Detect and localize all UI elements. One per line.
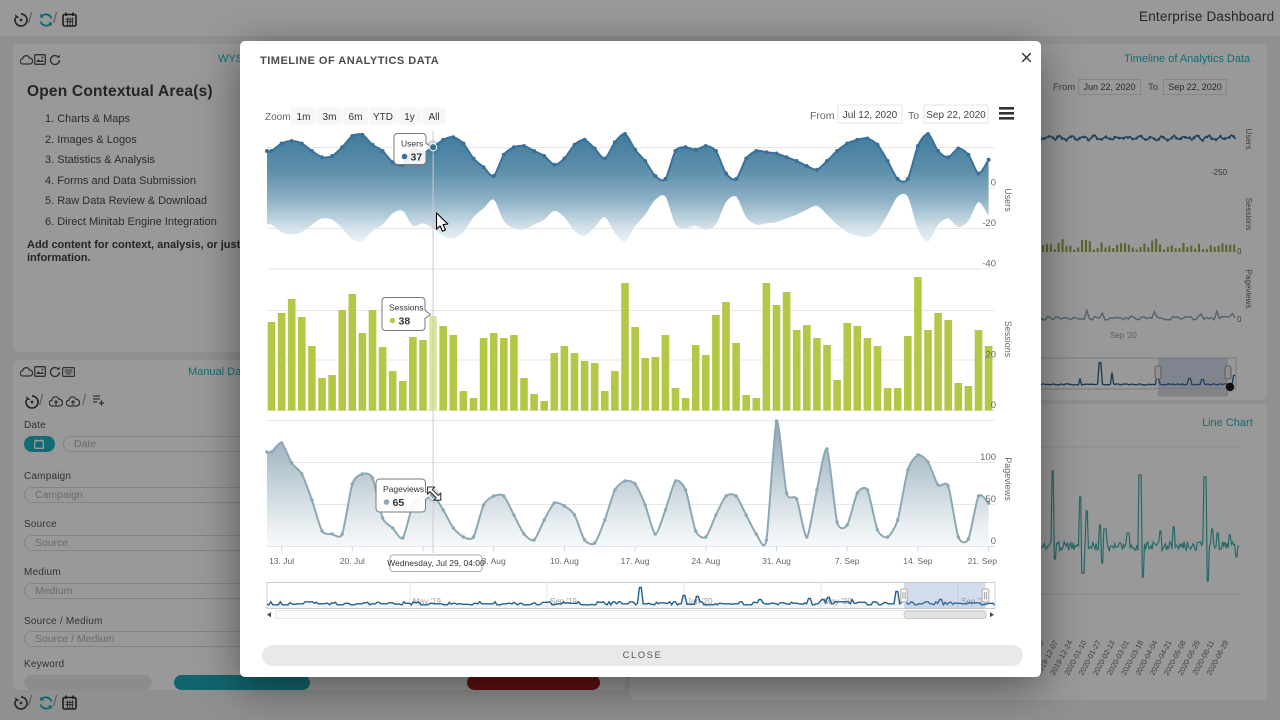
svg-text:3m: 3m: [323, 112, 337, 123]
svg-text:7. Sep: 7. Sep: [835, 556, 860, 566]
svg-text:-40: -40: [982, 259, 996, 270]
svg-text:YTD: YTD: [373, 112, 393, 123]
svg-text:14. Sep: 14. Sep: [903, 556, 933, 566]
svg-text:24. Aug: 24. Aug: [691, 556, 720, 566]
svg-text:Sep 22, 2020: Sep 22, 2020: [926, 110, 986, 121]
svg-text:65: 65: [393, 497, 405, 509]
svg-text:To: To: [908, 110, 919, 122]
svg-text:21. Sep: 21. Sep: [968, 556, 998, 566]
svg-text:Pageviews: Pageviews: [383, 484, 424, 494]
svg-text:50: 50: [985, 494, 996, 505]
svg-text:1m: 1m: [297, 112, 311, 123]
svg-text:Sessions: Sessions: [1003, 321, 1013, 358]
svg-text:0: 0: [1237, 315, 1242, 324]
svg-text:Users: Users: [1003, 188, 1013, 212]
svg-text:Users: Users: [401, 139, 423, 149]
svg-text:6m: 6m: [349, 112, 363, 123]
svg-text:17. Aug: 17. Aug: [621, 556, 650, 566]
svg-text:0: 0: [1237, 247, 1242, 256]
svg-text:All: All: [428, 112, 439, 123]
svg-text:May '19: May '19: [413, 597, 441, 606]
svg-text:Users: Users: [1244, 129, 1253, 150]
svg-text:0: 0: [991, 536, 996, 547]
svg-text:Jul 12, 2020: Jul 12, 2020: [843, 110, 898, 121]
svg-text:20. Jul: 20. Jul: [340, 556, 365, 566]
svg-text:13. Jul: 13. Jul: [269, 556, 294, 566]
svg-text:0: 0: [991, 400, 996, 411]
svg-text:10. Aug: 10. Aug: [550, 556, 579, 566]
svg-text:Zoom: Zoom: [265, 112, 291, 123]
svg-text:Pageviews: Pageviews: [1003, 457, 1013, 501]
svg-text:Sep '20: Sep '20: [1110, 331, 1137, 340]
svg-text:100: 100: [980, 452, 996, 463]
svg-text:37: 37: [411, 152, 423, 164]
svg-text:-20: -20: [982, 218, 996, 229]
svg-text:From: From: [810, 110, 835, 122]
svg-text:Sessions: Sessions: [389, 303, 424, 313]
svg-text:Sep '20: Sep '20: [961, 597, 988, 606]
svg-text:0: 0: [991, 178, 996, 189]
svg-text:20: 20: [985, 350, 996, 361]
svg-text:Sessions: Sessions: [1244, 198, 1253, 230]
svg-text:1y: 1y: [404, 112, 415, 123]
svg-text:38: 38: [399, 316, 411, 328]
svg-text:-250: -250: [1211, 168, 1228, 177]
svg-text:3. Aug: 3. Aug: [482, 556, 506, 566]
svg-text:31. Aug: 31. Aug: [762, 556, 791, 566]
svg-text:Pageviews: Pageviews: [1244, 270, 1253, 309]
svg-text:Wednesday, Jul 29, 04:00: Wednesday, Jul 29, 04:00: [387, 558, 485, 568]
